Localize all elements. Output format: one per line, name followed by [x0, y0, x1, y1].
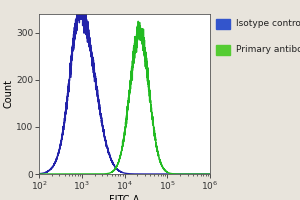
Text: Isotype control: Isotype control	[236, 20, 300, 28]
Text: Primary antibody: Primary antibody	[236, 46, 300, 54]
Y-axis label: Count: Count	[3, 79, 14, 108]
X-axis label: FITC-A: FITC-A	[109, 195, 140, 200]
